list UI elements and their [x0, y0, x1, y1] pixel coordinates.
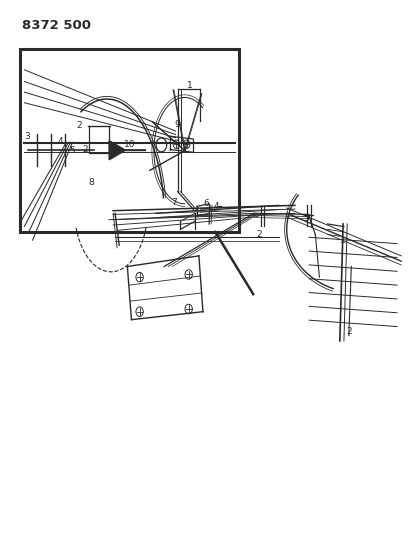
Text: 7: 7 — [171, 198, 177, 207]
Text: 2: 2 — [256, 230, 261, 239]
Text: 5: 5 — [69, 146, 75, 155]
Text: 2: 2 — [82, 145, 88, 154]
Text: 2: 2 — [345, 327, 351, 336]
Text: 4: 4 — [213, 203, 219, 212]
Text: 4: 4 — [58, 137, 63, 146]
Text: 3: 3 — [24, 132, 30, 141]
Text: 8372 500: 8372 500 — [22, 19, 91, 33]
Text: 2: 2 — [76, 121, 82, 130]
Text: 1: 1 — [339, 237, 345, 246]
Bar — [20, 49, 238, 232]
Polygon shape — [109, 141, 125, 160]
Text: 6: 6 — [203, 199, 209, 208]
Text: 5: 5 — [302, 214, 308, 223]
Text: 10: 10 — [124, 140, 135, 149]
Text: 8: 8 — [88, 178, 94, 187]
Text: 9: 9 — [174, 119, 180, 128]
Text: 1: 1 — [186, 81, 192, 90]
